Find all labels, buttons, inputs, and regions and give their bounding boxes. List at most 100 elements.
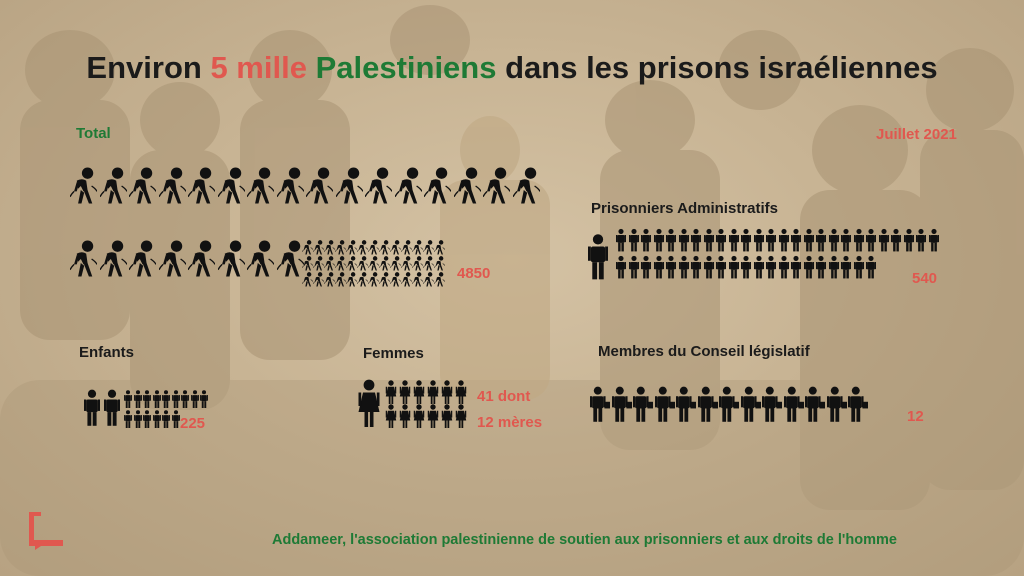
legislator-icon (783, 386, 804, 422)
bound-prisoner-icon (346, 240, 357, 255)
bound-prisoner-icon (217, 166, 245, 205)
children-value: 225 (180, 415, 206, 432)
person-icon (816, 255, 826, 279)
bound-prisoner-icon (483, 166, 510, 205)
person-icon (828, 255, 839, 279)
bound-prisoner-icon (313, 256, 324, 271)
bound-prisoner-icon (335, 240, 346, 255)
woman-icon (413, 404, 425, 428)
legislator-icon (826, 386, 847, 422)
bound-prisoner-icon (188, 239, 215, 278)
child-icon (143, 410, 151, 428)
person-icon (891, 228, 901, 252)
person-icon (653, 255, 664, 279)
bound-prisoner-icon (379, 240, 390, 255)
bound-prisoner-icon (335, 256, 346, 271)
bound-prisoner-icon (99, 166, 127, 205)
person-icon (753, 228, 764, 252)
legislator-icon (611, 386, 632, 422)
bound-prisoner-icon (368, 240, 379, 255)
child-icon (181, 390, 189, 408)
woman-icon (427, 380, 439, 404)
children-label: Enfants (79, 344, 135, 361)
woman-icon (385, 404, 397, 428)
bound-prisoner-icon (390, 240, 401, 255)
title-word-highlight: Palestiniens (315, 50, 497, 85)
women-label: Femmes (363, 345, 424, 362)
person-icon (641, 255, 651, 279)
title-part3: dans les prisons israéliennes (496, 50, 938, 85)
child-icon (133, 410, 142, 428)
person-icon (678, 255, 689, 279)
admin-label: Prisonniers Administratifs (591, 200, 778, 217)
bound-prisoner-icon (424, 166, 451, 205)
legislator-icon (654, 386, 675, 422)
person-icon (104, 389, 120, 426)
bound-prisoner-icon (302, 272, 313, 287)
bound-prisoner-icon (302, 240, 313, 255)
bound-prisoner-icon (368, 272, 379, 287)
brand-logo (29, 512, 63, 550)
page-title: Environ 5 mille Palestiniens dans les pr… (0, 50, 1024, 86)
person-icon (691, 255, 701, 279)
person-icon (588, 234, 608, 280)
person-icon (828, 228, 839, 252)
person-icon (691, 228, 701, 252)
bound-prisoner-icon (434, 256, 445, 271)
bound-prisoner-icon (188, 166, 215, 205)
person-icon (903, 228, 914, 252)
woman-icon (399, 404, 411, 428)
bound-prisoner-icon (247, 166, 274, 205)
bound-prisoner-icon (217, 239, 245, 278)
person-icon (878, 228, 889, 252)
person-icon (753, 255, 764, 279)
bound-prisoner-icon (357, 256, 368, 271)
person-icon (628, 228, 639, 252)
person-icon (853, 255, 864, 279)
person-icon (778, 228, 789, 252)
date-label: Juillet 2021 (876, 126, 957, 143)
child-icon (152, 390, 161, 408)
person-icon (728, 255, 739, 279)
legislator-icon (633, 386, 653, 422)
bound-prisoner-icon (412, 272, 423, 287)
person-icon (703, 255, 714, 279)
legislator-icon (762, 386, 782, 422)
person-icon (678, 228, 689, 252)
title-part1: Environ (86, 50, 211, 85)
bound-prisoner-icon (99, 239, 127, 278)
bound-prisoner-icon (401, 240, 412, 255)
bound-prisoner-icon (324, 256, 335, 271)
bound-prisoner-icon (401, 256, 412, 271)
bound-prisoner-icon (423, 256, 434, 271)
child-icon (190, 390, 199, 408)
bound-prisoner-icon (401, 272, 412, 287)
bound-prisoner-icon (512, 166, 540, 205)
bound-prisoner-icon (412, 256, 423, 271)
women-value-line1: 41 dont (477, 388, 531, 405)
person-icon (803, 228, 814, 252)
woman-icon (358, 379, 380, 427)
council-label: Membres du Conseil législatif (598, 343, 810, 360)
woman-icon (455, 380, 467, 404)
bound-prisoner-icon (412, 240, 423, 255)
bound-prisoner-icon (276, 239, 304, 278)
child-icon (200, 390, 208, 408)
bound-prisoner-icon (313, 240, 324, 255)
person-icon (803, 255, 814, 279)
person-icon (866, 228, 876, 252)
person-icon (853, 228, 864, 252)
person-icon (841, 255, 851, 279)
admin-value: 540 (912, 270, 938, 287)
bound-prisoner-icon (129, 166, 156, 205)
women-value-line2: 12 mères (477, 414, 543, 431)
bound-prisoner-icon (70, 166, 97, 205)
bound-prisoner-icon (357, 240, 368, 255)
bound-prisoner-icon (390, 256, 401, 271)
legislator-icon (848, 386, 868, 422)
bound-prisoner-icon (302, 256, 313, 271)
source-footer: Addameer, l'association palestinienne de… (272, 532, 897, 548)
legislator-icon (719, 386, 739, 422)
